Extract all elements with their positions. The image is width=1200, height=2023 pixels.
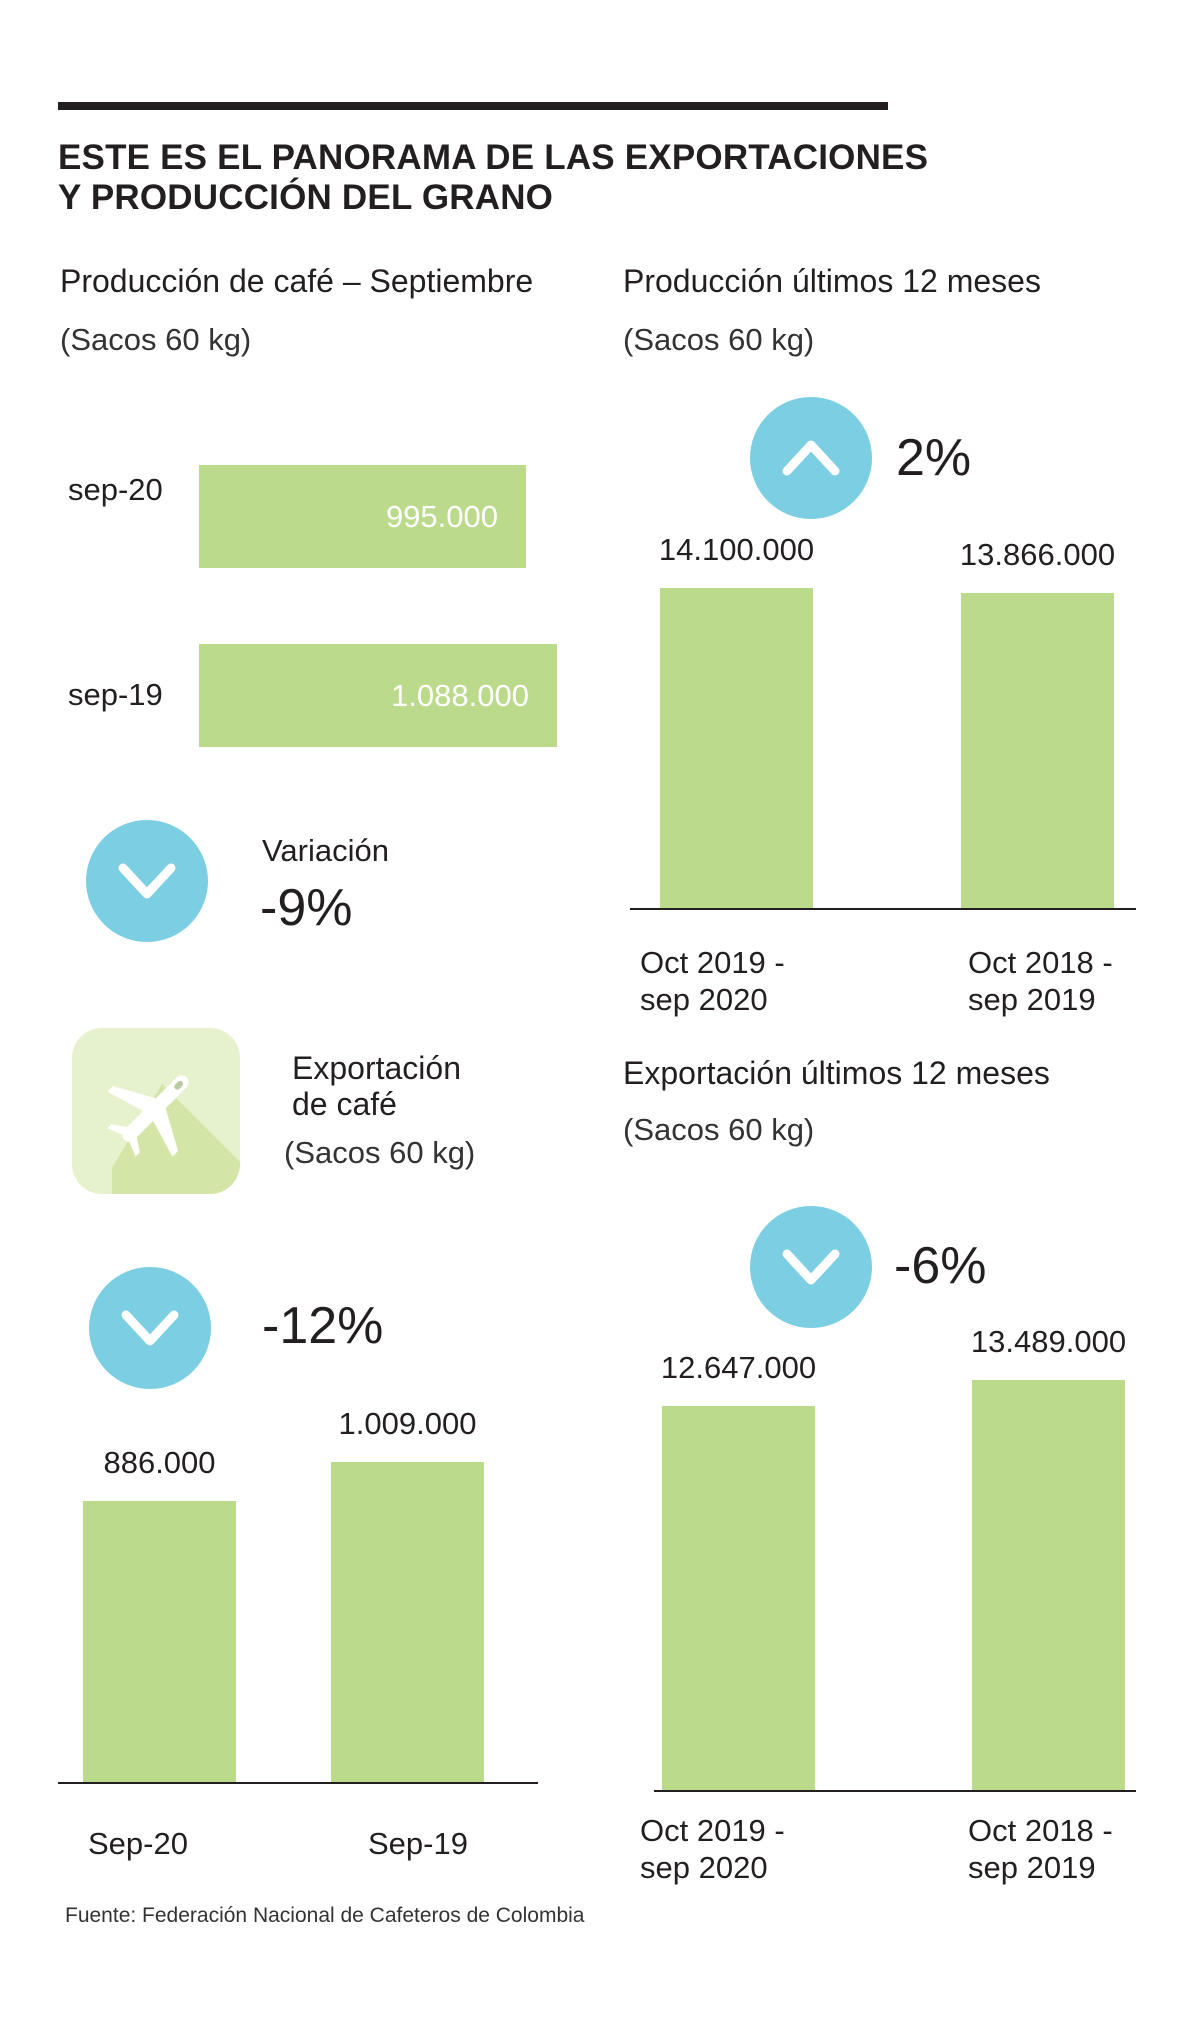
chart-exp12-value-label-1: 13.489.000 xyxy=(970,1324,1127,1359)
page-title-line2: Y PRODUCCIÓN DEL GRANO xyxy=(58,178,554,217)
export-title-line1: Exportación xyxy=(292,1050,461,1086)
page-title-line1: ESTE ES EL PANORAMA DE LAS EXPORTACIONES xyxy=(58,138,929,177)
chevron-up-icon xyxy=(782,440,840,476)
chart-prod12-bar-1 xyxy=(961,593,1114,908)
export-variation-badge xyxy=(89,1267,211,1389)
variation-down-badge xyxy=(86,820,208,942)
export-monthly-cat-sep19: Sep-19 xyxy=(368,1826,468,1861)
variation-value: -9% xyxy=(260,879,353,937)
airplane-icon xyxy=(107,1075,240,1194)
chart-export-bar-1 xyxy=(331,1462,484,1782)
chevron-down-icon xyxy=(121,1310,179,1346)
export-monthly-chart: 886.000 1.009.000 xyxy=(58,1380,538,1800)
export-12m-cat-1: Oct 2018 - sep 2019 xyxy=(968,1813,1113,1885)
export-unit: (Sacos 60 kg) xyxy=(284,1135,476,1170)
export-monthly-cat-sep20: Sep-20 xyxy=(88,1826,188,1861)
export-12m-axis xyxy=(654,1790,1136,1792)
production-12m-unit: (Sacos 60 kg) xyxy=(623,322,815,357)
export-12m-variation-badge xyxy=(750,1206,872,1328)
production-12m-cat-0: Oct 2019 - sep 2020 xyxy=(640,945,785,1017)
production-12m-variation-badge xyxy=(750,397,872,519)
export-title: Exportación de café xyxy=(292,1050,461,1122)
variation-label: Variación xyxy=(262,833,389,868)
page-title: ESTE ES EL PANORAMA DE LAS EXPORTACIONES… xyxy=(58,138,938,218)
airplane-tile xyxy=(72,1028,240,1194)
hbar-label-sep20: sep-20 xyxy=(68,472,163,507)
hbar-sep20: 995.000 xyxy=(199,465,526,568)
production-september-title: Producción de café – Septiembre xyxy=(60,263,534,299)
chart-export-bar-0 xyxy=(83,1501,236,1782)
production-12m-variation-value: 2% xyxy=(896,429,972,487)
production-12m-cat-1: Oct 2018 - sep 2019 xyxy=(968,945,1113,1017)
chart-exp12-bar-0 xyxy=(662,1406,815,1790)
export-12m-cat-0: Oct 2019 - sep 2020 xyxy=(640,1813,785,1885)
production-12m-title: Producción últimos 12 meses xyxy=(623,263,1041,299)
chart-exp12-value-label-0: 12.647.000 xyxy=(660,1350,817,1385)
chart-prod12-bar-0 xyxy=(660,588,813,908)
production-september-unit: (Sacos 60 kg) xyxy=(60,322,252,357)
chart-export-value-label-0: 886.000 xyxy=(103,1445,216,1480)
chart-prod12-value-label-0: 14.100.000 xyxy=(658,532,815,567)
hbar-value-sep19: 1.088.000 xyxy=(391,677,529,713)
hbar-sep19: 1.088.000 xyxy=(199,644,557,747)
export-12m-variation-value: -6% xyxy=(894,1237,987,1295)
chart-export-value-label-1: 1.009.000 xyxy=(338,1406,477,1441)
hbar-label-sep19: sep-19 xyxy=(68,677,163,712)
export-monthly-axis xyxy=(58,1782,538,1784)
source-note: Fuente: Federación Nacional de Cafeteros… xyxy=(65,1904,585,1927)
export-variation-value: -12% xyxy=(262,1297,384,1355)
production-12m-chart: 14.100.000 13.866.000 xyxy=(630,510,1136,915)
export-12m-unit: (Sacos 60 kg) xyxy=(623,1112,815,1147)
chart-exp12-bar-1 xyxy=(972,1380,1125,1790)
title-rule xyxy=(58,102,888,110)
export-12m-chart: 12.647.000 13.489.000 xyxy=(654,1300,1136,1800)
chevron-down-icon xyxy=(782,1249,840,1285)
hbar-value-sep20: 995.000 xyxy=(385,498,498,534)
export-12m-title: Exportación últimos 12 meses xyxy=(623,1055,1050,1091)
export-title-line2: de café xyxy=(292,1086,397,1122)
chart-prod12-value-label-1: 13.866.000 xyxy=(959,537,1116,572)
chevron-down-icon xyxy=(118,863,176,899)
production-12m-axis xyxy=(630,908,1136,910)
